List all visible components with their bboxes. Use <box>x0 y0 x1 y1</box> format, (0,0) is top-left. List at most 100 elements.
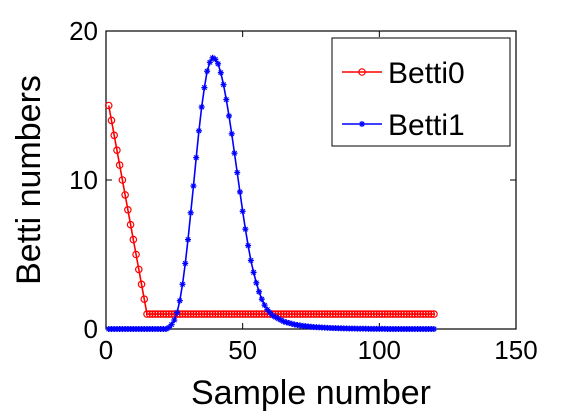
data-point <box>378 310 386 318</box>
data-point <box>154 310 162 318</box>
data-point <box>285 310 293 318</box>
data-point <box>238 310 247 318</box>
data-point <box>115 161 124 169</box>
legend-item: Betti1 <box>342 109 465 142</box>
data-point <box>408 310 416 318</box>
data-point <box>187 209 194 216</box>
data-point <box>148 310 157 318</box>
data-point <box>345 310 354 318</box>
data-point <box>249 310 258 318</box>
data-point <box>189 310 198 318</box>
data-point <box>132 250 140 259</box>
data-point <box>290 310 299 318</box>
data-point <box>198 103 205 110</box>
data-point <box>208 310 217 318</box>
data-point <box>337 310 345 318</box>
data-point <box>391 310 400 318</box>
x-tick-label: 50 <box>228 335 257 365</box>
data-point <box>359 310 367 318</box>
data-point <box>110 131 119 140</box>
data-point <box>315 310 324 318</box>
data-point <box>386 310 395 318</box>
data-point <box>320 310 329 318</box>
data-point <box>222 310 231 318</box>
data-point <box>219 310 228 318</box>
data-point <box>140 295 149 304</box>
data-point <box>380 310 389 318</box>
data-point <box>256 288 263 295</box>
data-point <box>383 310 392 318</box>
data-point <box>118 176 127 184</box>
data-point <box>126 220 135 229</box>
x-tick-label: 0 <box>99 335 113 365</box>
x-ticks: 0 50 100 150 <box>99 31 538 365</box>
data-point <box>203 310 211 318</box>
data-point <box>204 68 211 75</box>
data-point <box>419 310 427 318</box>
data-point <box>190 182 197 189</box>
data-point <box>137 280 146 289</box>
legend: Betti0 Betti1 <box>331 37 511 147</box>
data-point <box>339 310 348 318</box>
data-point <box>242 226 249 233</box>
data-point <box>334 310 343 318</box>
data-point <box>318 310 326 318</box>
data-point <box>192 310 201 318</box>
data-point <box>255 310 263 318</box>
data-point <box>397 310 406 318</box>
data-point <box>375 310 384 318</box>
data-point <box>301 310 310 318</box>
data-point <box>323 310 332 318</box>
data-point <box>252 310 261 318</box>
data-point <box>239 208 246 215</box>
data-point <box>231 150 238 157</box>
data-point <box>353 310 362 318</box>
data-point <box>181 310 190 318</box>
data-point <box>201 84 208 91</box>
data-point <box>250 269 257 276</box>
data-point <box>244 310 252 318</box>
y-axis-title: Betti numbers <box>10 75 48 285</box>
data-point <box>234 169 241 176</box>
data-point <box>185 236 191 243</box>
legend-marker <box>358 68 366 76</box>
data-point <box>411 310 419 318</box>
data-point <box>176 297 183 304</box>
legend-box <box>331 37 511 147</box>
y-tick-label: 0 <box>84 314 98 344</box>
data-point <box>211 310 220 318</box>
series-layer <box>104 54 438 332</box>
data-point <box>247 257 254 264</box>
data-point <box>129 235 138 244</box>
data-point <box>225 310 233 318</box>
data-point <box>214 310 222 318</box>
data-point <box>241 310 250 318</box>
data-point <box>257 310 266 318</box>
data-point <box>416 310 425 318</box>
data-point <box>171 317 178 324</box>
data-point <box>215 60 222 67</box>
data-point <box>145 310 154 318</box>
data-point <box>356 310 365 318</box>
data-point <box>233 310 242 318</box>
data-point <box>223 96 230 103</box>
data-point <box>431 326 437 332</box>
x-tick-label: 100 <box>358 335 401 365</box>
data-point <box>143 310 151 318</box>
y-tick-label: 20 <box>69 16 98 46</box>
data-point <box>217 69 224 76</box>
data-point <box>206 59 213 66</box>
data-point <box>372 310 381 318</box>
data-point <box>253 279 260 286</box>
data-point <box>193 154 200 161</box>
data-point <box>367 310 375 318</box>
data-point <box>165 310 173 318</box>
legend-label: Betti0 <box>388 57 465 90</box>
data-point <box>298 310 307 318</box>
data-point <box>394 310 403 318</box>
data-point <box>217 310 225 318</box>
data-point <box>228 130 235 137</box>
data-point <box>427 310 436 318</box>
y-ticks: 0 10 20 <box>69 16 516 344</box>
data-point <box>304 310 313 318</box>
